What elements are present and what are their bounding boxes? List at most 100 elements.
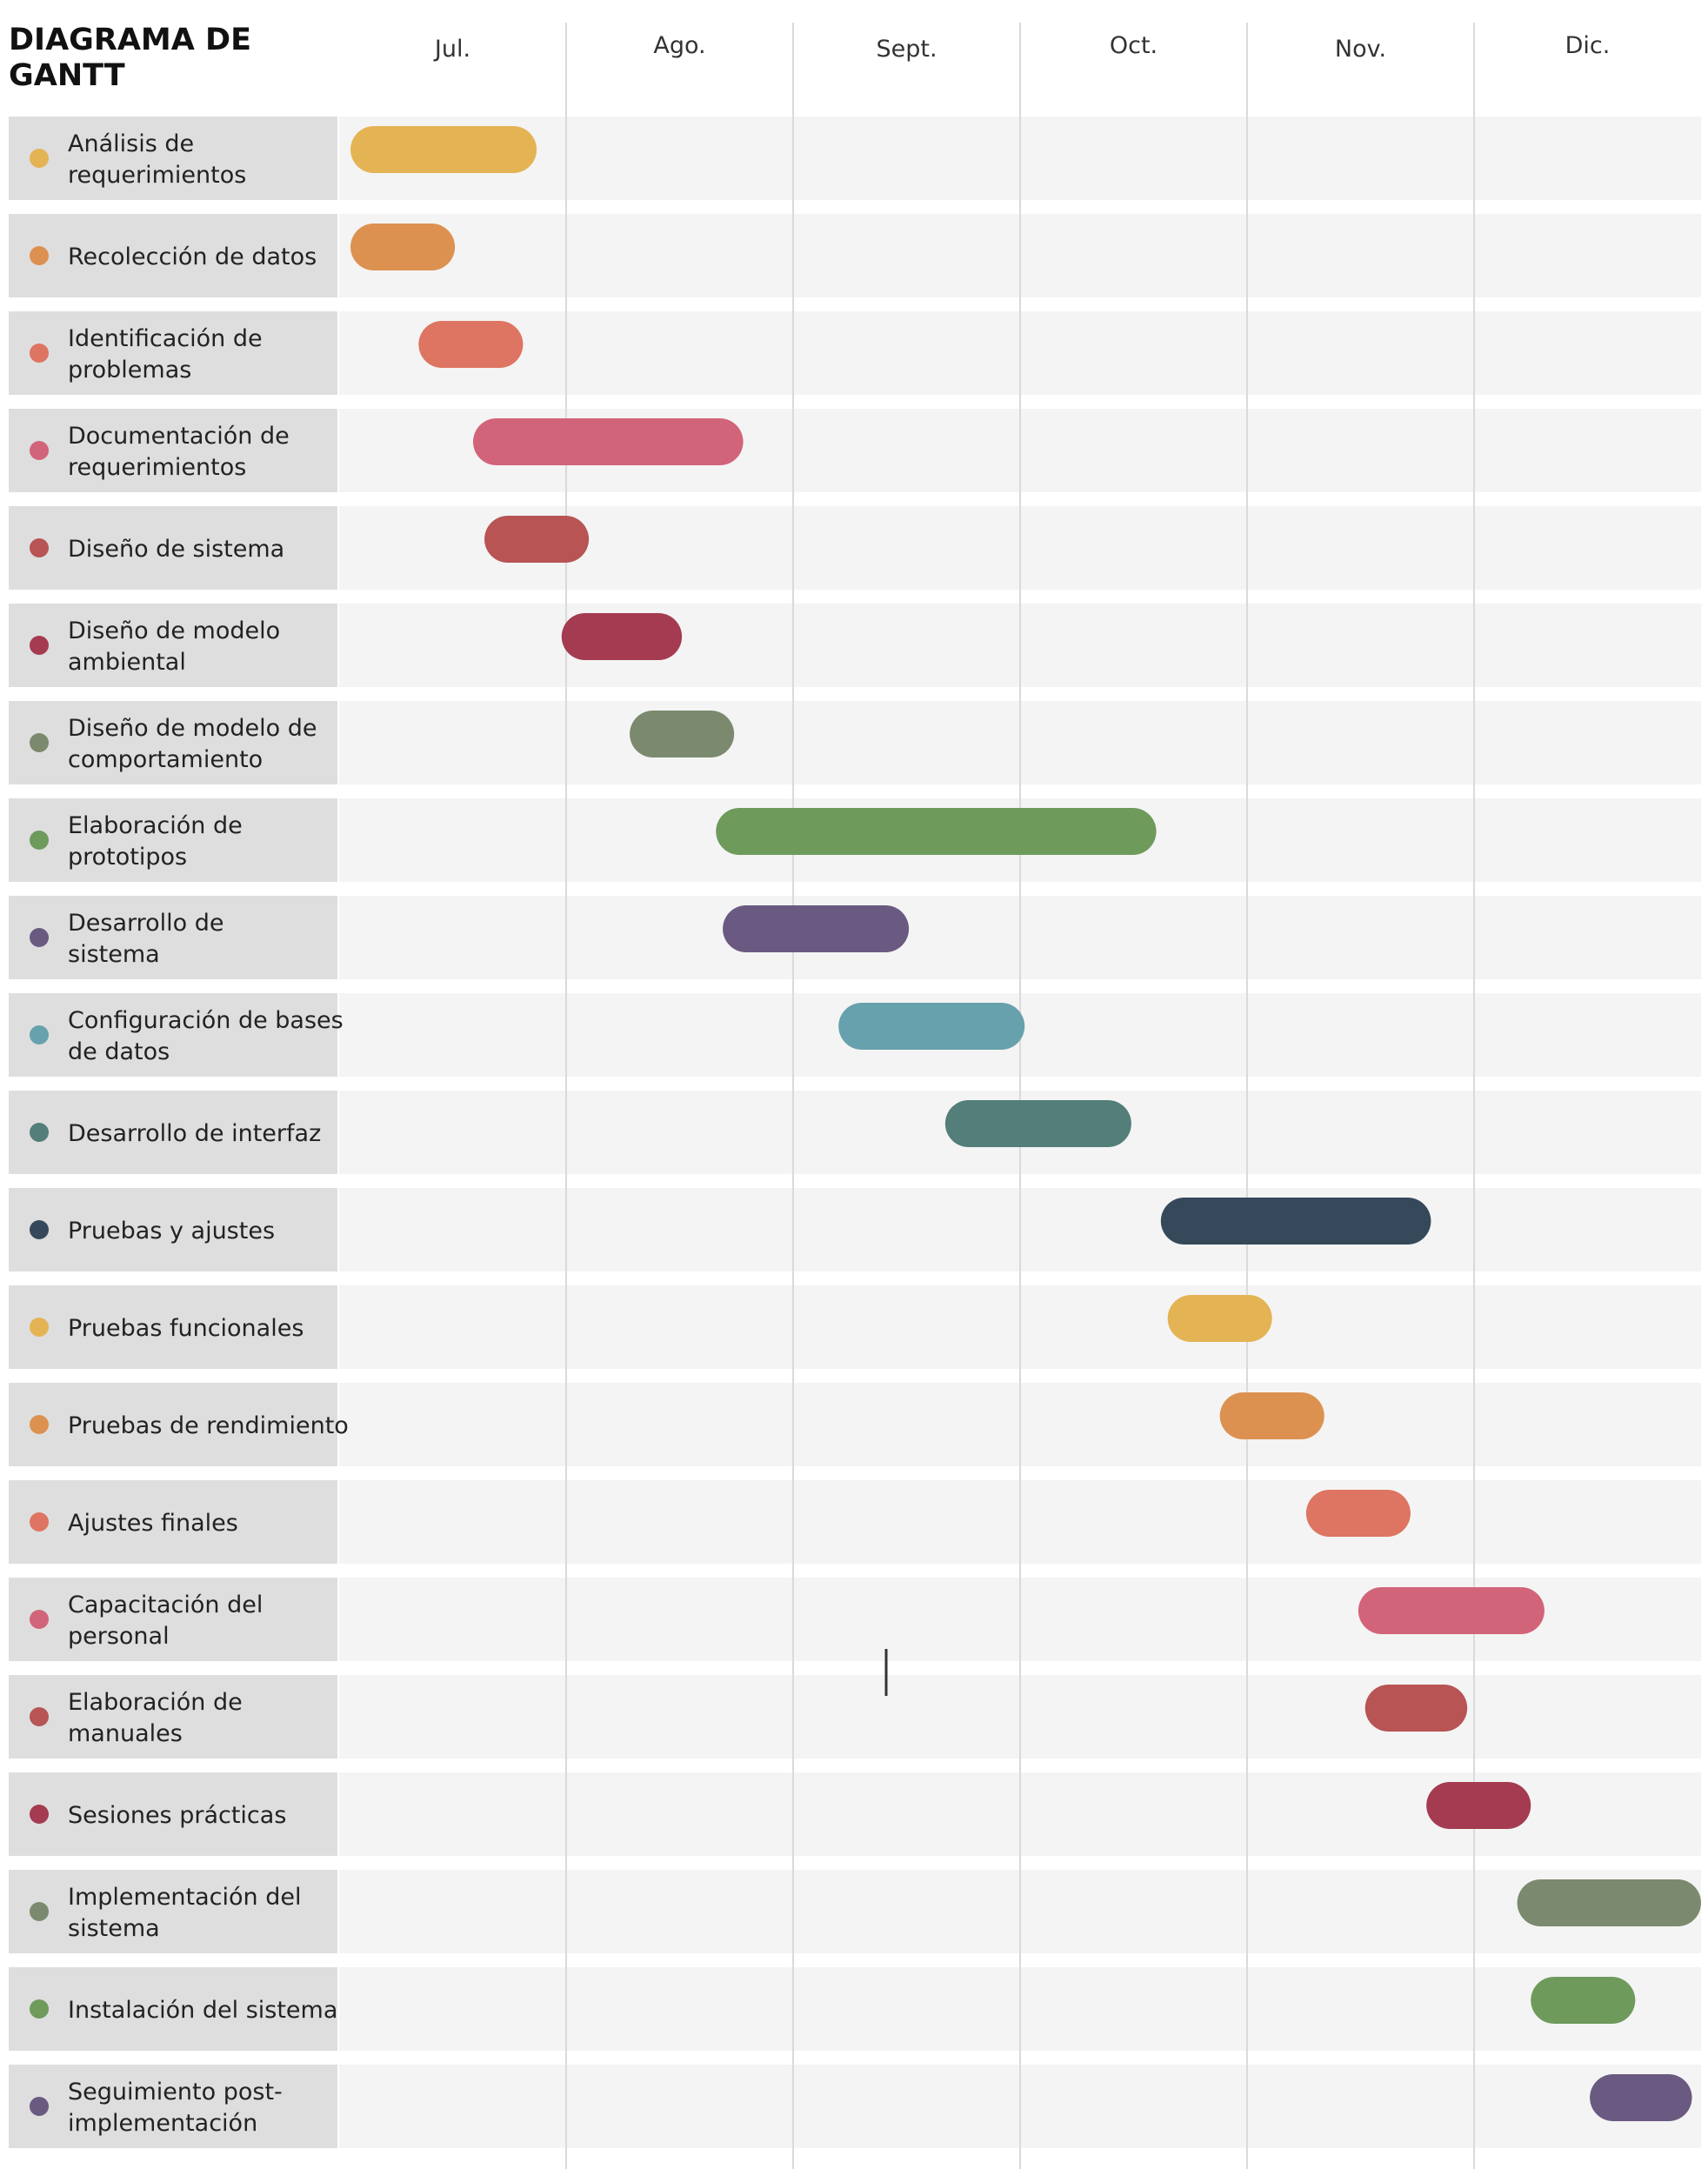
- task-bar: [1426, 1782, 1531, 1829]
- task-label-line: Documentación de: [68, 423, 290, 450]
- task-label-cell: [9, 993, 337, 1077]
- task-bar: [1167, 1295, 1272, 1342]
- chart-title-line-2: GANTT: [9, 58, 125, 93]
- task-color-dot: [30, 2097, 49, 2116]
- task-label-line: comportamiento: [68, 746, 263, 773]
- task-label: Instalación del sistema: [68, 1997, 337, 2024]
- month-label: Jul.: [433, 36, 470, 63]
- task-label-cell: [9, 214, 337, 297]
- month-labels: Jul. Ago. Sept. Oct. Nov. Dic.: [433, 32, 1610, 63]
- task-bar: [472, 418, 744, 465]
- task-color-dot: [30, 1512, 49, 1532]
- task-label-cell: [9, 896, 337, 979]
- task-bar: [1160, 1198, 1431, 1245]
- task-bar: [350, 224, 456, 270]
- task-label: Desarrollo de interfaz: [68, 1120, 321, 1147]
- task-label-line: Desarrollo de: [68, 910, 224, 937]
- task-label-line: Diseño de modelo: [68, 617, 280, 644]
- task-color-dot: [30, 538, 49, 557]
- task-label-cell: [9, 311, 337, 395]
- task-bar: [1219, 1392, 1324, 1439]
- task-label-line: de datos: [68, 1038, 170, 1065]
- task-bar: [350, 126, 537, 173]
- task-color-dot: [30, 1805, 49, 1824]
- task-label-cell: [9, 1383, 337, 1466]
- task-label-line: personal: [68, 1623, 170, 1650]
- task-label-line: Implementación del: [68, 1884, 301, 1911]
- task-label-line: Elaboración de: [68, 1689, 243, 1716]
- task-color-dot: [30, 1610, 49, 1629]
- task-bar: [1531, 1977, 1636, 2024]
- task-label: Pruebas funcionales: [68, 1315, 304, 1342]
- task-label-line: Seguimiento post-: [68, 2079, 283, 2106]
- task-label-cell: [9, 117, 337, 200]
- task-label-line: Configuración de bases: [68, 1007, 344, 1034]
- task-label-cell: [9, 1091, 337, 1174]
- task-label-cell: [9, 1480, 337, 1564]
- task-bar: [1358, 1587, 1545, 1634]
- task-color-dot: [30, 1220, 49, 1239]
- task-label-line: Análisis de: [68, 130, 194, 157]
- task-color-dot: [30, 246, 49, 265]
- task-label: Ajustes finales: [68, 1510, 238, 1537]
- month-label: Dic.: [1565, 32, 1611, 59]
- task-bar: [1305, 1490, 1411, 1537]
- task-label-cell: [9, 1772, 337, 1856]
- task-label: Pruebas y ajustes: [68, 1218, 275, 1245]
- task-bars: [350, 126, 1701, 2121]
- task-bar: [716, 808, 1157, 855]
- month-label: Nov.: [1335, 36, 1386, 63]
- task-label-cell: [9, 1578, 337, 1661]
- task-label-line: requerimientos: [68, 162, 246, 189]
- task-bar: [1364, 1685, 1468, 1732]
- task-label: Diseño de sistema: [68, 536, 284, 563]
- chart-title-line-1: DIAGRAMA DE: [9, 23, 251, 57]
- task-color-dot: [30, 831, 49, 850]
- task-bar: [630, 711, 735, 757]
- task-label-cell: [9, 604, 337, 687]
- task-bar: [1517, 1879, 1701, 1926]
- task-label-line: Diseño de modelo de: [68, 715, 317, 742]
- task-label-cell: [9, 409, 337, 492]
- task-label-cell: [9, 2065, 337, 2148]
- task-label-cell: [9, 506, 337, 590]
- task-color-dot: [30, 1902, 49, 1921]
- month-label: Ago.: [653, 32, 705, 59]
- task-label-line: ambiental: [68, 649, 186, 676]
- task-color-dot: [30, 344, 49, 363]
- task-label-cell: [9, 1870, 337, 1953]
- task-label-line: sistema: [68, 1915, 160, 1942]
- task-bar: [1590, 2074, 1692, 2121]
- task-label-line: Identificación de: [68, 325, 263, 352]
- month-label: Sept.: [876, 36, 937, 63]
- task-label: Sesiones prácticas: [68, 1802, 286, 1829]
- task-color-dot: [30, 733, 49, 752]
- task-label-line: prototipos: [68, 844, 187, 871]
- task-label-cell: [9, 798, 337, 882]
- task-color-dot: [30, 441, 49, 460]
- task-label-line: problemas: [68, 357, 191, 384]
- task-color-dot: [30, 1025, 49, 1044]
- task-label-line: Elaboración de: [68, 812, 243, 839]
- task-label-cell: [9, 1188, 337, 1271]
- task-color-dot: [30, 1415, 49, 1434]
- task-color-dot: [30, 1707, 49, 1726]
- task-color-dot: [30, 1999, 49, 2019]
- task-label-line: Capacitación del: [68, 1592, 263, 1618]
- task-bar: [561, 613, 683, 660]
- task-bar: [723, 905, 910, 952]
- task-bar: [838, 1003, 1025, 1050]
- task-color-dot: [30, 1123, 49, 1142]
- task-label-cell: [9, 1285, 337, 1369]
- task-label-line: manuales: [68, 1720, 183, 1747]
- task-labels: Análisis de requerimientos Recolección de …: [30, 130, 349, 2137]
- task-label: Recolección de datos: [68, 244, 317, 270]
- task-label-line: implementación: [68, 2110, 257, 2137]
- month-label: Oct.: [1110, 32, 1158, 59]
- task-color-dot: [30, 149, 49, 168]
- task-color-dot: [30, 636, 49, 655]
- task-bar: [418, 321, 524, 368]
- task-color-dot: [30, 928, 49, 947]
- task-label-line: requerimientos: [68, 454, 246, 481]
- task-label-cell: [9, 701, 337, 784]
